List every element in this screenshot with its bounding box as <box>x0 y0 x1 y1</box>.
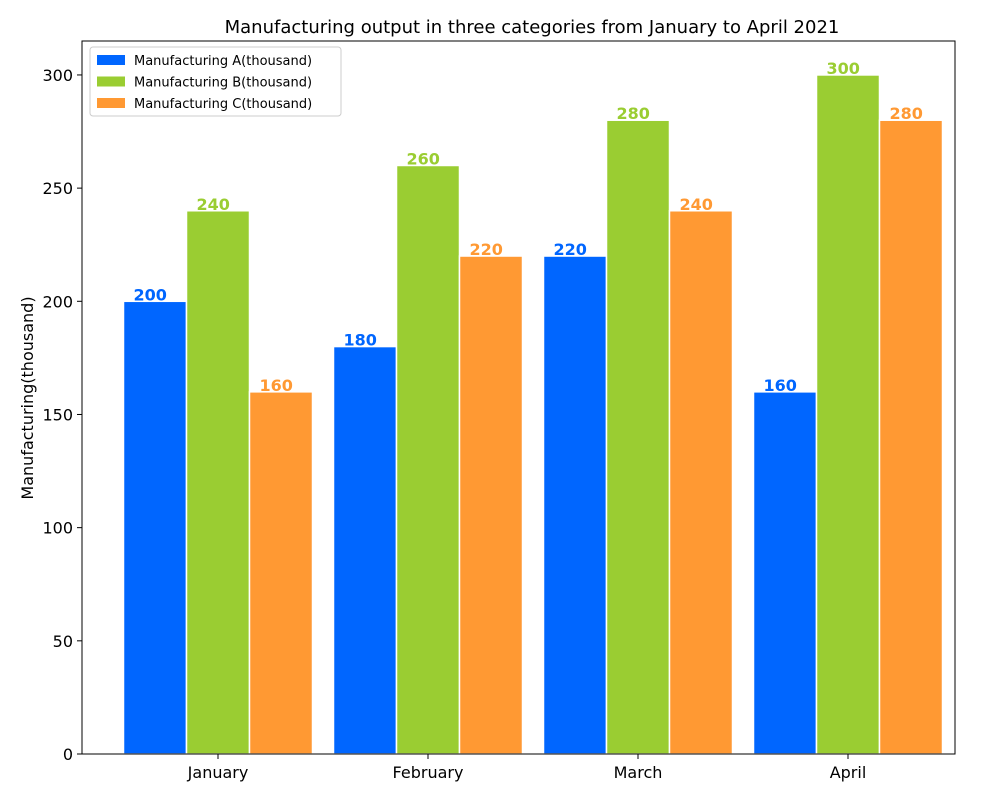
data-label: 240 <box>197 195 230 214</box>
legend-swatch <box>97 55 125 65</box>
bars-layer <box>122 74 944 755</box>
y-tick-label: 150 <box>42 405 73 424</box>
data-label: 160 <box>260 376 293 395</box>
data-label: 280 <box>890 104 923 123</box>
bar-3-1 <box>248 391 314 755</box>
bar-2-1 <box>185 210 251 755</box>
x-tick-label: April <box>830 763 867 782</box>
y-axis-label: Manufacturing(thousand) <box>18 296 37 499</box>
bar-3-4 <box>878 119 944 755</box>
data-label: 160 <box>764 376 797 395</box>
legend: Manufacturing A(thousand) Manufacturing B… <box>89 46 342 117</box>
data-label: 280 <box>617 104 650 123</box>
axes-layer: 0 50 100 150 200 250 300 January February March Ap… <box>42 40 956 782</box>
y-tick-label: 0 <box>63 745 73 764</box>
data-label: 220 <box>470 240 503 259</box>
legend-label: Manufacturing A(thousand) <box>134 54 312 69</box>
bar-2-2 <box>395 164 461 755</box>
legend-box <box>89 46 342 117</box>
data-labels-layer: 200 180 220 160 240 260 280 300 160 220 240 280 <box>134 59 923 395</box>
data-label: 200 <box>134 285 167 304</box>
y-tick-label: 300 <box>42 66 73 85</box>
bar-1-1 <box>122 300 188 755</box>
bar-3-3 <box>668 210 734 755</box>
data-label: 180 <box>344 331 377 350</box>
legend-swatch <box>97 76 125 87</box>
y-tick-label: 100 <box>42 519 73 538</box>
x-tick-label: January <box>187 763 249 782</box>
bar-1-2 <box>332 345 398 755</box>
x-tick-label: March <box>614 763 663 782</box>
bar-2-4 <box>815 74 881 755</box>
y-tick-label: 200 <box>42 292 73 311</box>
data-label: 300 <box>827 59 860 78</box>
x-tick-label: February <box>393 763 464 782</box>
bar-1-4 <box>752 391 818 755</box>
data-label: 240 <box>680 195 713 214</box>
legend-label: Manufacturing B(thousand) <box>134 76 312 91</box>
bar-1-3 <box>542 255 608 755</box>
legend-swatch <box>97 98 125 108</box>
y-tick-label: 250 <box>42 179 73 198</box>
data-label: 220 <box>554 240 587 259</box>
bar-3-2 <box>458 255 524 755</box>
chart-title: Manufacturing output in three categories… <box>225 17 840 38</box>
plot-frame <box>81 40 956 755</box>
bar-2-3 <box>605 119 671 755</box>
legend-label: Manufacturing C(thousand) <box>134 97 312 112</box>
y-tick-label: 50 <box>53 632 73 651</box>
data-label: 260 <box>407 149 440 168</box>
